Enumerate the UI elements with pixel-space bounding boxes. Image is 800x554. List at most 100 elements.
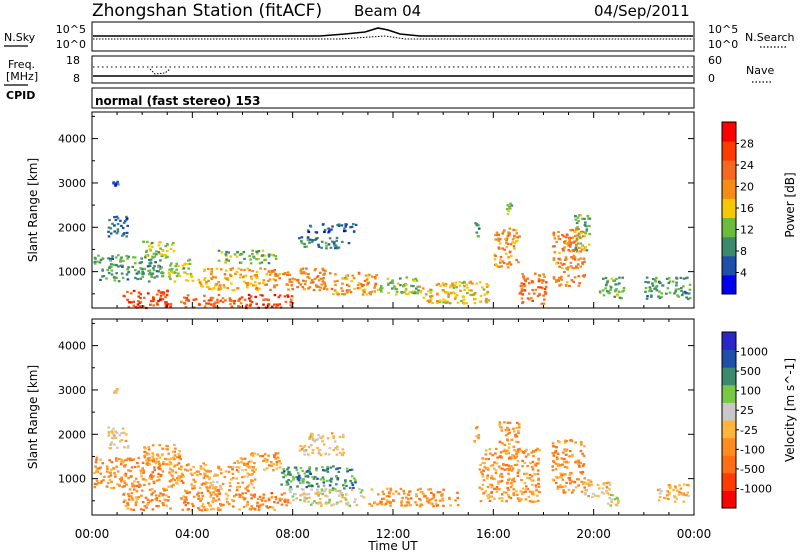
velocity-cell	[508, 442, 511, 445]
velocity-cell	[584, 492, 587, 495]
velocity-cell	[151, 491, 155, 494]
power-cell	[334, 247, 337, 250]
velocity-cell	[159, 468, 162, 471]
power-cell	[248, 269, 251, 272]
velocity-cell	[610, 498, 613, 501]
power-cell	[318, 271, 322, 274]
power-cell	[362, 284, 365, 287]
power-cell	[286, 271, 290, 274]
power-cell	[685, 296, 688, 299]
velocity-cell	[166, 448, 169, 451]
power-cell	[413, 292, 417, 295]
power-cell	[130, 292, 133, 295]
velocity-cell	[562, 489, 565, 492]
power-cell	[537, 277, 541, 281]
velocity-cell	[535, 462, 539, 465]
velocity-cell	[556, 485, 560, 488]
velocity-cell	[313, 440, 317, 443]
velocity-cell	[243, 497, 247, 500]
velocity-cell	[108, 478, 112, 482]
power-cell	[561, 266, 564, 270]
velocity-colorbar-swatch	[722, 455, 736, 474]
velocity-cell	[583, 445, 586, 448]
power-colorbar-tick-label: 16	[740, 202, 754, 215]
velocity-cell	[239, 494, 242, 497]
velocity-cell	[238, 508, 241, 511]
nsearch-tick-bottom: 10^0	[708, 38, 738, 51]
velocity-cell	[560, 474, 563, 477]
velocity-cell	[193, 487, 196, 490]
power-cell	[272, 254, 275, 257]
velocity-cell	[296, 478, 300, 481]
power-cell	[253, 256, 256, 259]
power-cell	[585, 230, 588, 233]
velocity-cell	[199, 499, 202, 502]
power-cell	[687, 292, 691, 295]
velocity-cell	[389, 489, 393, 492]
velocity-cell	[151, 471, 154, 474]
power-cell	[276, 304, 279, 307]
power-cell	[553, 251, 557, 254]
power-cell	[241, 276, 245, 279]
power-cell	[269, 288, 272, 291]
velocity-cell	[95, 458, 98, 461]
power-cell	[609, 286, 613, 289]
power-cell	[249, 275, 253, 278]
velocity-cell	[672, 488, 675, 491]
velocity-cell	[423, 495, 426, 498]
velocity-cell	[224, 492, 228, 495]
power-cell	[552, 277, 556, 280]
velocity-cell	[257, 504, 261, 507]
power-cell	[683, 290, 687, 293]
power-cell	[376, 288, 380, 291]
velocity-cell	[94, 465, 97, 468]
velocity-cell	[101, 462, 105, 465]
power-cell	[146, 292, 150, 295]
velocity-cell	[358, 487, 361, 491]
power-cell	[162, 293, 165, 296]
power-cell	[151, 245, 154, 248]
power-cell	[272, 270, 275, 273]
power-cell	[621, 290, 624, 293]
velocity-cell	[283, 470, 286, 473]
velocity-cell	[323, 469, 327, 472]
velocity-cell	[418, 497, 421, 501]
power-cell	[218, 288, 221, 291]
velocity-cell	[219, 468, 223, 471]
power-cell	[121, 265, 124, 268]
velocity-cell	[175, 463, 179, 466]
power-cell	[160, 253, 164, 256]
velocity-cell	[430, 491, 433, 494]
velocity-cell	[419, 490, 423, 494]
power-cell	[237, 299, 241, 302]
velocity-cell	[491, 464, 495, 467]
velocity-cell	[332, 503, 335, 506]
velocity-cell	[601, 487, 605, 490]
velocity-cell	[303, 499, 306, 502]
velocity-cell	[556, 452, 560, 455]
velocity-cell	[110, 487, 113, 490]
power-cell	[149, 261, 153, 264]
velocity-cell	[577, 461, 580, 464]
power-cell	[288, 273, 292, 276]
power-cell	[622, 286, 626, 289]
velocity-cell	[507, 495, 511, 499]
power-cell	[203, 278, 206, 282]
velocity-cell	[482, 469, 485, 472]
velocity-cell	[111, 436, 114, 439]
power-cell	[259, 267, 262, 270]
power-cell	[97, 254, 100, 257]
velocity-cell	[316, 446, 319, 449]
velocity-cell	[341, 494, 344, 497]
power-cell	[115, 232, 119, 235]
power-cell	[544, 285, 548, 288]
velocity-cell	[295, 497, 298, 500]
velocity-cell	[296, 476, 300, 479]
velocity-cell	[151, 508, 155, 511]
power-cell	[386, 283, 390, 286]
velocity-cell	[176, 482, 179, 485]
power-cell	[299, 283, 303, 286]
velocity-cell	[188, 491, 192, 494]
velocity-cell	[152, 480, 156, 483]
